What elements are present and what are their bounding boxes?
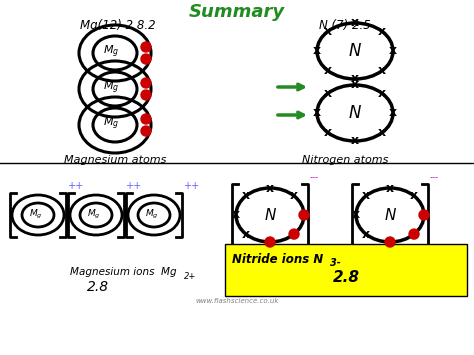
Text: x: x <box>410 190 418 202</box>
Text: Magnesium atoms: Magnesium atoms <box>64 155 166 165</box>
Circle shape <box>419 210 429 220</box>
Circle shape <box>265 237 275 247</box>
Text: x: x <box>313 106 321 120</box>
Text: x: x <box>378 87 386 100</box>
Text: x: x <box>324 64 332 77</box>
Text: N: N <box>349 42 361 60</box>
Text: $M_g$: $M_g$ <box>103 116 119 132</box>
Text: $M_g$: $M_g$ <box>103 80 119 96</box>
Circle shape <box>385 237 395 247</box>
Text: x: x <box>290 190 298 202</box>
Text: 3-: 3- <box>330 258 341 268</box>
Text: x: x <box>378 126 386 139</box>
Text: N: N <box>349 104 361 122</box>
Text: N: N <box>384 208 396 223</box>
Text: x: x <box>266 181 274 195</box>
Circle shape <box>141 54 151 64</box>
Text: ---: --- <box>430 173 439 182</box>
Text: Summary: Summary <box>189 3 285 21</box>
Circle shape <box>141 114 151 124</box>
Text: x: x <box>386 181 394 195</box>
Text: $M_g$: $M_g$ <box>145 207 159 220</box>
Text: N (7) 2.5: N (7) 2.5 <box>319 19 371 32</box>
Circle shape <box>289 229 299 239</box>
Text: www.flashscience.co.uk: www.flashscience.co.uk <box>195 298 279 304</box>
Text: Nitride ions N: Nitride ions N <box>232 253 323 266</box>
Text: $M_g$: $M_g$ <box>87 207 101 220</box>
Text: x: x <box>351 16 359 29</box>
FancyBboxPatch shape <box>225 244 467 296</box>
Circle shape <box>299 210 309 220</box>
Text: $M_g$: $M_g$ <box>103 44 119 60</box>
Text: ---: --- <box>310 173 319 182</box>
Text: x: x <box>378 64 386 77</box>
Text: x: x <box>324 25 332 38</box>
Text: ++: ++ <box>126 181 142 191</box>
Text: x: x <box>232 208 240 222</box>
Circle shape <box>141 126 151 136</box>
Text: Magnesium ions  Mg: Magnesium ions Mg <box>70 267 177 277</box>
Text: x: x <box>351 135 359 147</box>
Text: x: x <box>362 228 370 241</box>
Text: 2.8: 2.8 <box>87 280 109 294</box>
Text: x: x <box>389 106 397 120</box>
Text: x: x <box>351 78 359 92</box>
Circle shape <box>141 42 151 52</box>
Text: Mg(12) 2.8.2: Mg(12) 2.8.2 <box>80 19 156 32</box>
Text: x: x <box>324 126 332 139</box>
Text: x: x <box>362 190 370 202</box>
Text: x: x <box>242 190 250 202</box>
Text: x: x <box>352 208 360 222</box>
Text: 2.8: 2.8 <box>332 270 359 285</box>
Text: 2+: 2+ <box>184 272 196 281</box>
Text: ++: ++ <box>184 181 200 191</box>
Text: x: x <box>351 72 359 86</box>
Text: x: x <box>389 44 397 58</box>
Text: x: x <box>313 44 321 58</box>
Text: x: x <box>242 228 250 241</box>
Text: N: N <box>264 208 276 223</box>
Text: x: x <box>378 25 386 38</box>
Circle shape <box>141 78 151 88</box>
Circle shape <box>141 90 151 100</box>
Text: x: x <box>324 87 332 100</box>
Circle shape <box>409 229 419 239</box>
Text: ++: ++ <box>68 181 84 191</box>
Text: $M_g$: $M_g$ <box>29 207 43 220</box>
Text: Nitrogen atoms: Nitrogen atoms <box>302 155 388 165</box>
